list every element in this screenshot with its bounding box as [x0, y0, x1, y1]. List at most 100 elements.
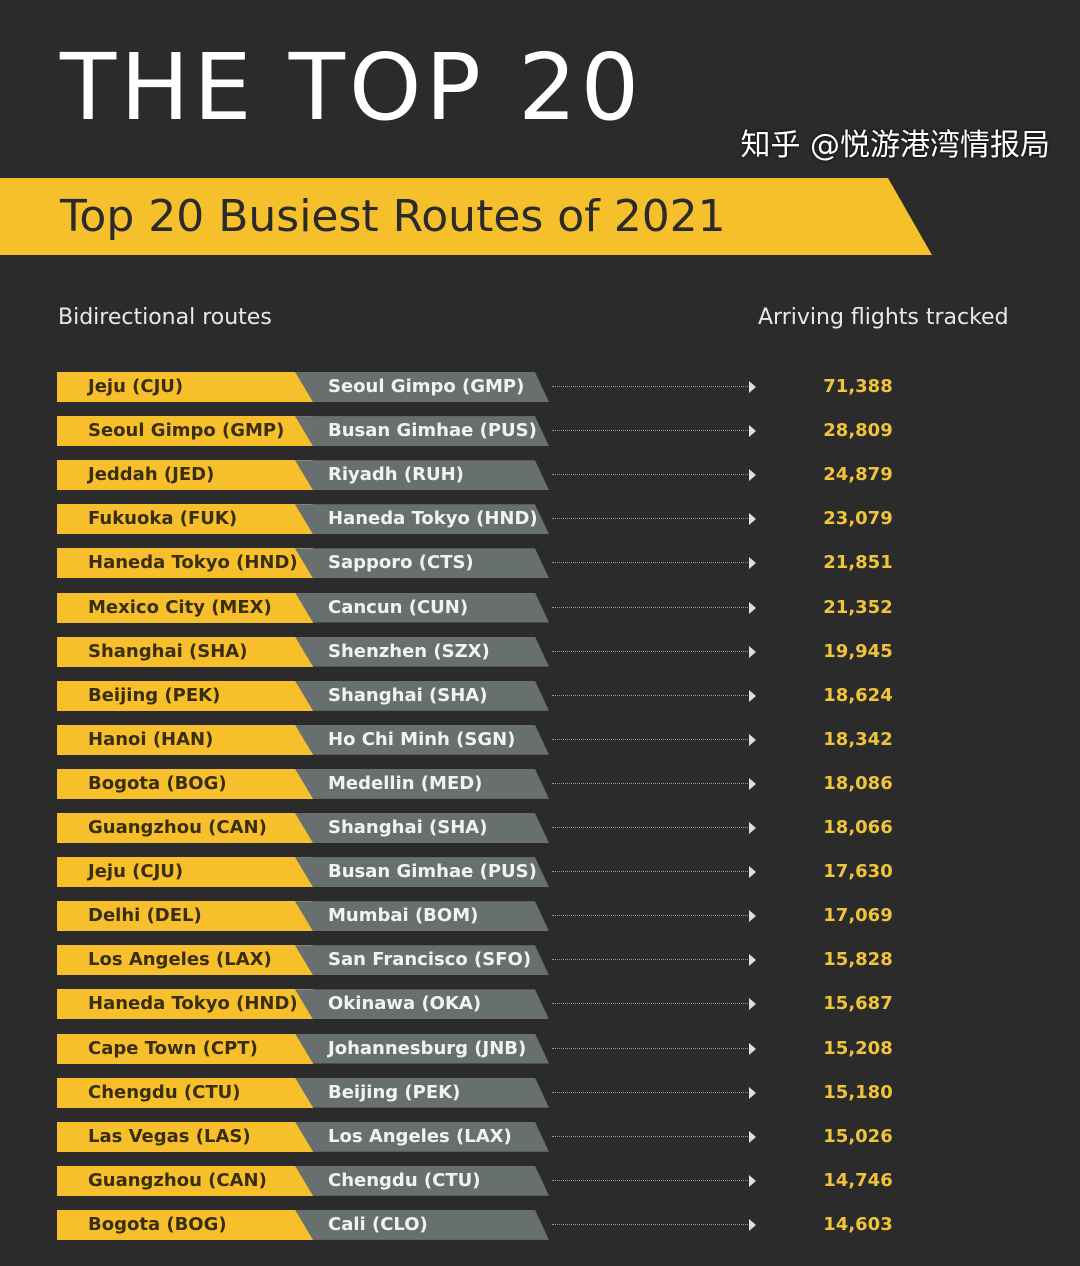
origin-bar: Haneda Tokyo (HND) [57, 989, 313, 1020]
flights-value: 14,746 [823, 1169, 893, 1191]
destination-label: Haneda Tokyo (HND) [328, 508, 538, 530]
route-row: Seoul Gimpo (GMP) Busan Gimhae (PUS) 28,… [0, 416, 1080, 447]
route-row: Guangzhou (CAN) Chengdu (CTU) 14,746 [0, 1165, 1080, 1196]
destination-label: Busan Gimhae (PUS) [328, 861, 537, 883]
origin-label: Shanghai (SHA) [88, 640, 248, 662]
destination-bar: Shenzhen (SZX) [295, 636, 549, 667]
flights-value: 14,603 [823, 1213, 893, 1235]
flights-value: 28,809 [823, 420, 893, 442]
route-row: Las Vegas (LAS) Los Angeles (LAX) 15,026 [0, 1121, 1080, 1152]
origin-label: Guangzhou (CAN) [88, 1169, 267, 1191]
origin-bar: Las Vegas (LAS) [57, 1121, 313, 1152]
dotted-leader-line [552, 562, 748, 564]
origin-label: Mexico City (MEX) [88, 596, 272, 618]
origin-bar: Jeju (CJU) [57, 857, 313, 888]
route-row: Jeddah (JED) Riyadh (RUH) 24,879 [0, 460, 1080, 491]
flights-value: 15,180 [823, 1081, 893, 1103]
origin-bar: Haneda Tokyo (HND) [57, 548, 313, 579]
arrow-right-icon [749, 777, 756, 790]
dotted-leader-line [552, 1003, 748, 1005]
flights-value: 15,828 [823, 949, 893, 971]
origin-label: Haneda Tokyo (HND) [88, 993, 298, 1015]
origin-bar: Bogota (BOG) [57, 1209, 313, 1240]
flights-value: 18,624 [823, 684, 893, 706]
dotted-leader-line [552, 738, 748, 740]
route-row: Haneda Tokyo (HND) Okinawa (OKA) 15,687 [0, 989, 1080, 1020]
flights-value: 71,388 [823, 376, 893, 397]
dotted-leader-line [552, 386, 748, 387]
origin-bar: Seoul Gimpo (GMP) [57, 416, 313, 447]
column-header-routes: Bidirectional routes [58, 305, 272, 330]
destination-bar: Busan Gimhae (PUS) [295, 416, 549, 447]
flights-value: 15,026 [823, 1125, 893, 1147]
route-row: Fukuoka (FUK) Haneda Tokyo (HND) 23,079 [0, 504, 1080, 535]
arrow-right-icon [749, 557, 756, 570]
origin-bar: Delhi (DEL) [57, 901, 313, 932]
flights-value: 18,342 [823, 728, 893, 750]
origin-label: Beijing (PEK) [88, 684, 221, 706]
subtitle: Top 20 Busiest Routes of 2021 [60, 191, 726, 242]
flights-value: 23,079 [823, 508, 893, 530]
dotted-leader-line [552, 1223, 748, 1225]
destination-bar: Mumbai (BOM) [295, 901, 549, 932]
destination-label: Shenzhen (SZX) [328, 640, 490, 662]
destination-label: Busan Gimhae (PUS) [328, 420, 537, 442]
destination-bar: San Francisco (SFO) [295, 945, 549, 976]
destination-bar: Shanghai (SHA) [295, 813, 549, 843]
dotted-leader-line [552, 606, 748, 608]
dotted-leader-line [552, 1179, 748, 1181]
destination-label: Los Angeles (LAX) [328, 1125, 512, 1147]
origin-bar: Shanghai (SHA) [57, 636, 313, 667]
origin-label: Bogota (BOG) [88, 772, 227, 794]
origin-bar: Los Angeles (LAX) [57, 945, 313, 976]
origin-label: Hanoi (HAN) [88, 728, 214, 750]
route-row: Hanoi (HAN) Ho Chi Minh (SGN) 18,342 [0, 724, 1080, 755]
arrow-right-icon [749, 645, 756, 658]
destination-bar: Okinawa (OKA) [295, 989, 549, 1020]
arrow-right-icon [749, 513, 756, 526]
destination-label: Seoul Gimpo (GMP) [328, 376, 525, 397]
dotted-leader-line [552, 694, 748, 696]
route-row: Haneda Tokyo (HND) Sapporo (CTS) 21,851 [0, 548, 1080, 579]
destination-bar: Medellin (MED) [295, 768, 549, 799]
dotted-leader-line [552, 782, 748, 784]
origin-bar: Jeju (CJU) [57, 372, 313, 402]
flights-value: 18,086 [823, 772, 893, 794]
destination-bar: Chengdu (CTU) [295, 1165, 549, 1196]
destination-label: Riyadh (RUH) [328, 464, 464, 486]
route-row: Bogota (BOG) Medellin (MED) 18,086 [0, 768, 1080, 799]
destination-bar: Los Angeles (LAX) [295, 1121, 549, 1152]
origin-bar: Fukuoka (FUK) [57, 504, 313, 535]
route-row: Delhi (DEL) Mumbai (BOM) 17,069 [0, 901, 1080, 932]
dotted-leader-line [552, 959, 748, 961]
destination-label: Ho Chi Minh (SGN) [328, 728, 516, 750]
dotted-leader-line [552, 1135, 748, 1137]
origin-bar: Beijing (PEK) [57, 680, 313, 711]
destination-label: Cali (CLO) [328, 1213, 428, 1235]
origin-bar: Hanoi (HAN) [57, 724, 313, 755]
arrow-right-icon [749, 910, 756, 923]
origin-label: Cape Town (CPT) [88, 1037, 258, 1059]
arrow-right-icon [749, 1218, 756, 1231]
arrow-right-icon [749, 381, 756, 393]
destination-label: Okinawa (OKA) [328, 993, 482, 1015]
arrow-right-icon [749, 469, 756, 482]
page-title: THE TOP 20 [60, 34, 644, 141]
subtitle-banner: Top 20 Busiest Routes of 2021 [0, 178, 932, 255]
dotted-leader-line [552, 1091, 748, 1093]
route-row: Jeju (CJU) Seoul Gimpo (GMP) 71,388 [0, 372, 1080, 402]
arrow-right-icon [749, 733, 756, 746]
arrow-right-icon [749, 822, 756, 834]
route-row: Guangzhou (CAN) Shanghai (SHA) 18,066 [0, 813, 1080, 843]
dotted-leader-line [552, 871, 748, 873]
flights-value: 15,687 [823, 993, 893, 1015]
destination-label: Medellin (MED) [328, 772, 483, 794]
flights-value: 21,851 [823, 552, 893, 574]
flights-value: 19,945 [823, 640, 893, 662]
arrow-right-icon [749, 1086, 756, 1099]
origin-label: Jeddah (JED) [88, 464, 215, 486]
route-row: Los Angeles (LAX) San Francisco (SFO) 15… [0, 945, 1080, 976]
origin-label: Las Vegas (LAS) [88, 1125, 251, 1147]
origin-label: Fukuoka (FUK) [88, 508, 238, 530]
origin-label: Los Angeles (LAX) [88, 949, 272, 971]
